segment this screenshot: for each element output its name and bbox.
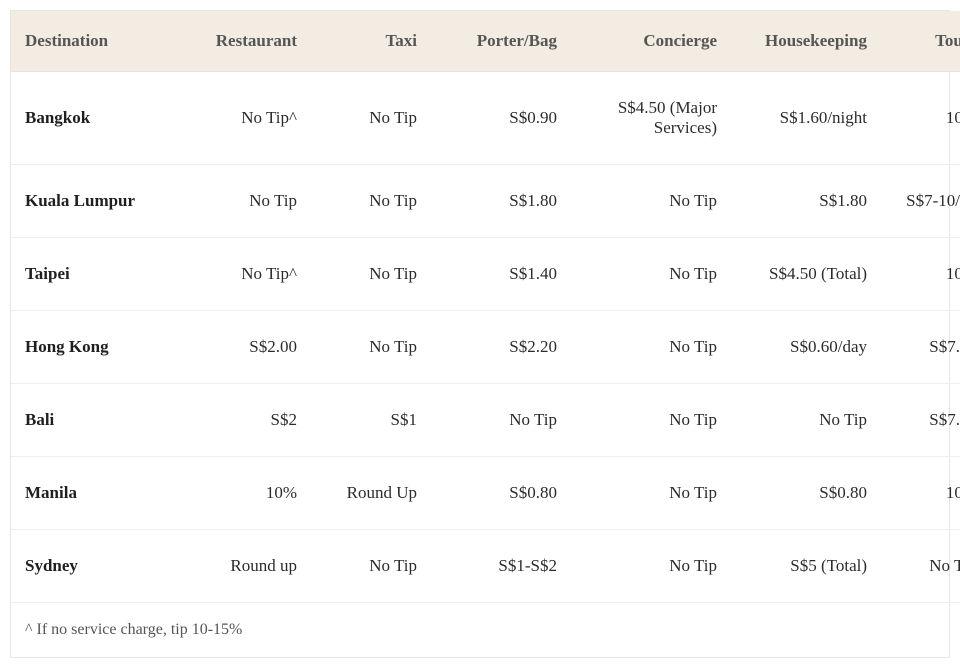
cell-taxi: No Tip [311,238,431,311]
table-row: Bangkok No Tip^ No Tip S$0.90 S$4.50 (Ma… [11,72,960,165]
cell-porter: S$1-S$2 [431,530,571,603]
table-row: Hong Kong S$2.00 No Tip S$2.20 No Tip S$… [11,311,960,384]
cell-concierge: No Tip [571,238,731,311]
col-taxi: Taxi [311,11,431,72]
col-restaurant: Restaurant [176,11,311,72]
cell-destination: Kuala Lumpur [11,165,176,238]
cell-taxi: S$1 [311,384,431,457]
cell-housekeeping: S$1.60/night [731,72,881,165]
cell-housekeeping: S$4.50 (Total) [731,238,881,311]
cell-destination: Bali [11,384,176,457]
cell-concierge: No Tip [571,311,731,384]
cell-porter: S$2.20 [431,311,571,384]
cell-taxi: No Tip [311,72,431,165]
cell-porter: No Tip [431,384,571,457]
cell-taxi: No Tip [311,311,431,384]
cell-tours: 10% [881,457,960,530]
cell-restaurant: S$2.00 [176,311,311,384]
cell-restaurant: No Tip^ [176,238,311,311]
cell-destination: Bangkok [11,72,176,165]
cell-porter: S$1.40 [431,238,571,311]
cell-restaurant: 10% [176,457,311,530]
tipping-table-container: Destination Restaurant Taxi Porter/Bag C… [10,10,950,658]
cell-restaurant: S$2 [176,384,311,457]
cell-restaurant: No Tip [176,165,311,238]
cell-tours: 10% [881,72,960,165]
cell-destination: Manila [11,457,176,530]
cell-tours: 10% [881,238,960,311]
cell-housekeeping: S$5 (Total) [731,530,881,603]
cell-taxi: Round Up [311,457,431,530]
cell-destination: Taipei [11,238,176,311]
cell-housekeeping: S$0.60/day [731,311,881,384]
cell-restaurant: No Tip^ [176,72,311,165]
cell-concierge: No Tip [571,457,731,530]
table-body: Bangkok No Tip^ No Tip S$0.90 S$4.50 (Ma… [11,72,960,603]
cell-tours: S$7-10/pp [881,165,960,238]
col-housekeeping: Housekeeping [731,11,881,72]
cell-tours: No Tip [881,530,960,603]
cell-porter: S$1.80 [431,165,571,238]
cell-tours: S$7.00 [881,311,960,384]
cell-porter: S$0.90 [431,72,571,165]
col-tours: Tours [881,11,960,72]
cell-concierge: No Tip [571,384,731,457]
col-porter: Porter/Bag [431,11,571,72]
table-row: Manila 10% Round Up S$0.80 No Tip S$0.80… [11,457,960,530]
cell-housekeeping: S$0.80 [731,457,881,530]
cell-tours: S$7.50 [881,384,960,457]
cell-restaurant: Round up [176,530,311,603]
col-concierge: Concierge [571,11,731,72]
cell-housekeeping: S$1.80 [731,165,881,238]
cell-destination: Hong Kong [11,311,176,384]
table-header-row: Destination Restaurant Taxi Porter/Bag C… [11,11,960,72]
col-destination: Destination [11,11,176,72]
table-row: Kuala Lumpur No Tip No Tip S$1.80 No Tip… [11,165,960,238]
cell-taxi: No Tip [311,165,431,238]
table-footnote: ^ If no service charge, tip 10-15% [11,603,960,658]
cell-destination: Sydney [11,530,176,603]
cell-concierge: No Tip [571,530,731,603]
cell-housekeeping: No Tip [731,384,881,457]
tipping-table: Destination Restaurant Taxi Porter/Bag C… [11,11,960,657]
cell-concierge: S$4.50 (Major Services) [571,72,731,165]
table-row: Sydney Round up No Tip S$1-S$2 No Tip S$… [11,530,960,603]
table-footnote-row: ^ If no service charge, tip 10-15% [11,603,960,658]
table-row: Bali S$2 S$1 No Tip No Tip No Tip S$7.50 [11,384,960,457]
cell-taxi: No Tip [311,530,431,603]
table-row: Taipei No Tip^ No Tip S$1.40 No Tip S$4.… [11,238,960,311]
cell-porter: S$0.80 [431,457,571,530]
cell-concierge: No Tip [571,165,731,238]
